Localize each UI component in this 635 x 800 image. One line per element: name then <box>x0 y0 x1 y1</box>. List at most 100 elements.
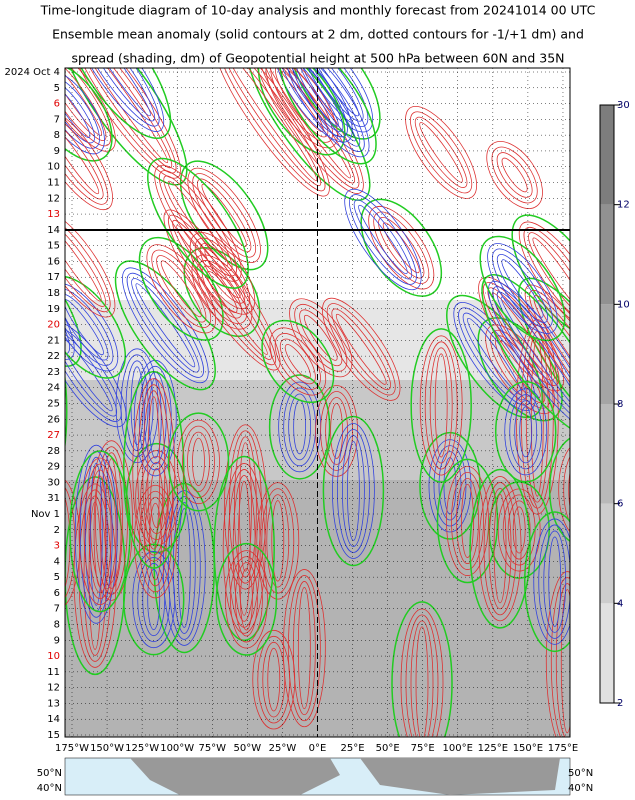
contour <box>162 490 206 646</box>
contour <box>500 296 570 416</box>
contour <box>230 556 263 643</box>
zero-contour <box>278 68 377 165</box>
contour <box>519 406 533 458</box>
contour <box>550 577 570 737</box>
contour <box>187 431 210 493</box>
contour <box>65 486 76 599</box>
contour <box>538 524 570 639</box>
contour <box>483 482 517 616</box>
contour <box>142 390 166 550</box>
y-tick-label: 14 <box>47 225 60 236</box>
contour <box>172 502 196 634</box>
contour <box>491 146 538 204</box>
contour <box>284 344 311 379</box>
y-tick-label: 22 <box>47 351 60 362</box>
contour <box>325 397 349 465</box>
contour <box>525 331 549 503</box>
contour <box>410 111 473 194</box>
contour <box>342 435 365 547</box>
contour <box>424 341 458 470</box>
zero-contour <box>65 229 82 367</box>
contour <box>514 400 538 464</box>
colorbar-tick-label: 8 <box>617 399 623 410</box>
contour <box>331 308 391 391</box>
y-tick-label: 23 <box>47 367 60 378</box>
x-tick-label: 25°E <box>341 743 365 754</box>
contour <box>167 214 277 366</box>
contour <box>151 249 212 328</box>
contour <box>65 288 114 366</box>
contour <box>65 299 104 356</box>
zero-contour <box>481 274 570 438</box>
contour <box>410 620 434 737</box>
zero-contour <box>469 468 531 629</box>
y-tick-label: 2 <box>54 525 60 536</box>
contour <box>504 388 548 476</box>
y-tick-label: 10 <box>47 651 60 662</box>
contour <box>131 278 200 373</box>
zero-contour <box>114 260 216 391</box>
contour <box>147 396 161 544</box>
contour <box>65 214 111 313</box>
x-tick-label: 50°E <box>376 743 400 754</box>
contour <box>496 253 548 323</box>
contour <box>217 68 326 192</box>
contour <box>267 647 281 712</box>
contour <box>332 423 375 559</box>
contour <box>282 569 326 728</box>
zero-contour <box>69 450 131 613</box>
contour <box>142 563 166 637</box>
contour <box>148 502 162 581</box>
contour <box>182 425 215 499</box>
contour <box>167 180 229 266</box>
contour <box>147 569 161 631</box>
title-line: Time-longitude diagram of 10-day analysi… <box>40 3 596 18</box>
contour <box>65 225 102 302</box>
colorbar-band <box>600 204 614 305</box>
y-tick-label: 21 <box>47 335 60 346</box>
contour <box>315 385 359 477</box>
contour <box>89 462 103 606</box>
contour <box>65 336 113 412</box>
contour <box>167 496 201 640</box>
contour <box>545 571 570 737</box>
y-tick-label: 15 <box>47 730 60 741</box>
contour <box>79 68 169 164</box>
zero-contour <box>290 68 381 140</box>
contour <box>496 152 533 198</box>
contour <box>294 303 348 372</box>
y-tick-label: 5 <box>54 83 60 94</box>
contour <box>120 354 154 458</box>
contour <box>451 471 484 570</box>
contour <box>65 242 71 355</box>
lat-label: 50°N <box>568 768 593 779</box>
contour <box>456 477 479 564</box>
contour <box>65 331 118 417</box>
y-tick-label: 29 <box>47 462 60 473</box>
contour <box>65 479 81 606</box>
contour <box>65 107 113 211</box>
contour <box>269 327 327 396</box>
contour <box>297 68 374 133</box>
x-tick-label: 150°W <box>90 743 124 754</box>
x-tick-label: 150°E <box>513 743 543 754</box>
y-tick-label: 2024 Oct 4 <box>5 67 60 78</box>
contour <box>237 481 251 616</box>
contour <box>429 347 453 464</box>
y-tick-label: 3 <box>54 541 60 552</box>
x-tick-label: 0°E <box>309 743 327 754</box>
y-tick-label: 8 <box>54 130 60 141</box>
zero-contour <box>213 455 275 642</box>
contour <box>221 68 322 187</box>
contour <box>160 260 202 318</box>
contour <box>414 116 468 188</box>
contour <box>368 206 435 290</box>
contour <box>228 430 262 584</box>
contour <box>201 265 243 319</box>
contour <box>78 489 112 662</box>
colorbar-band <box>600 105 614 205</box>
x-tick-label: 50°W <box>234 743 262 754</box>
contour <box>225 550 268 649</box>
contour <box>344 188 422 291</box>
contour <box>493 494 507 604</box>
